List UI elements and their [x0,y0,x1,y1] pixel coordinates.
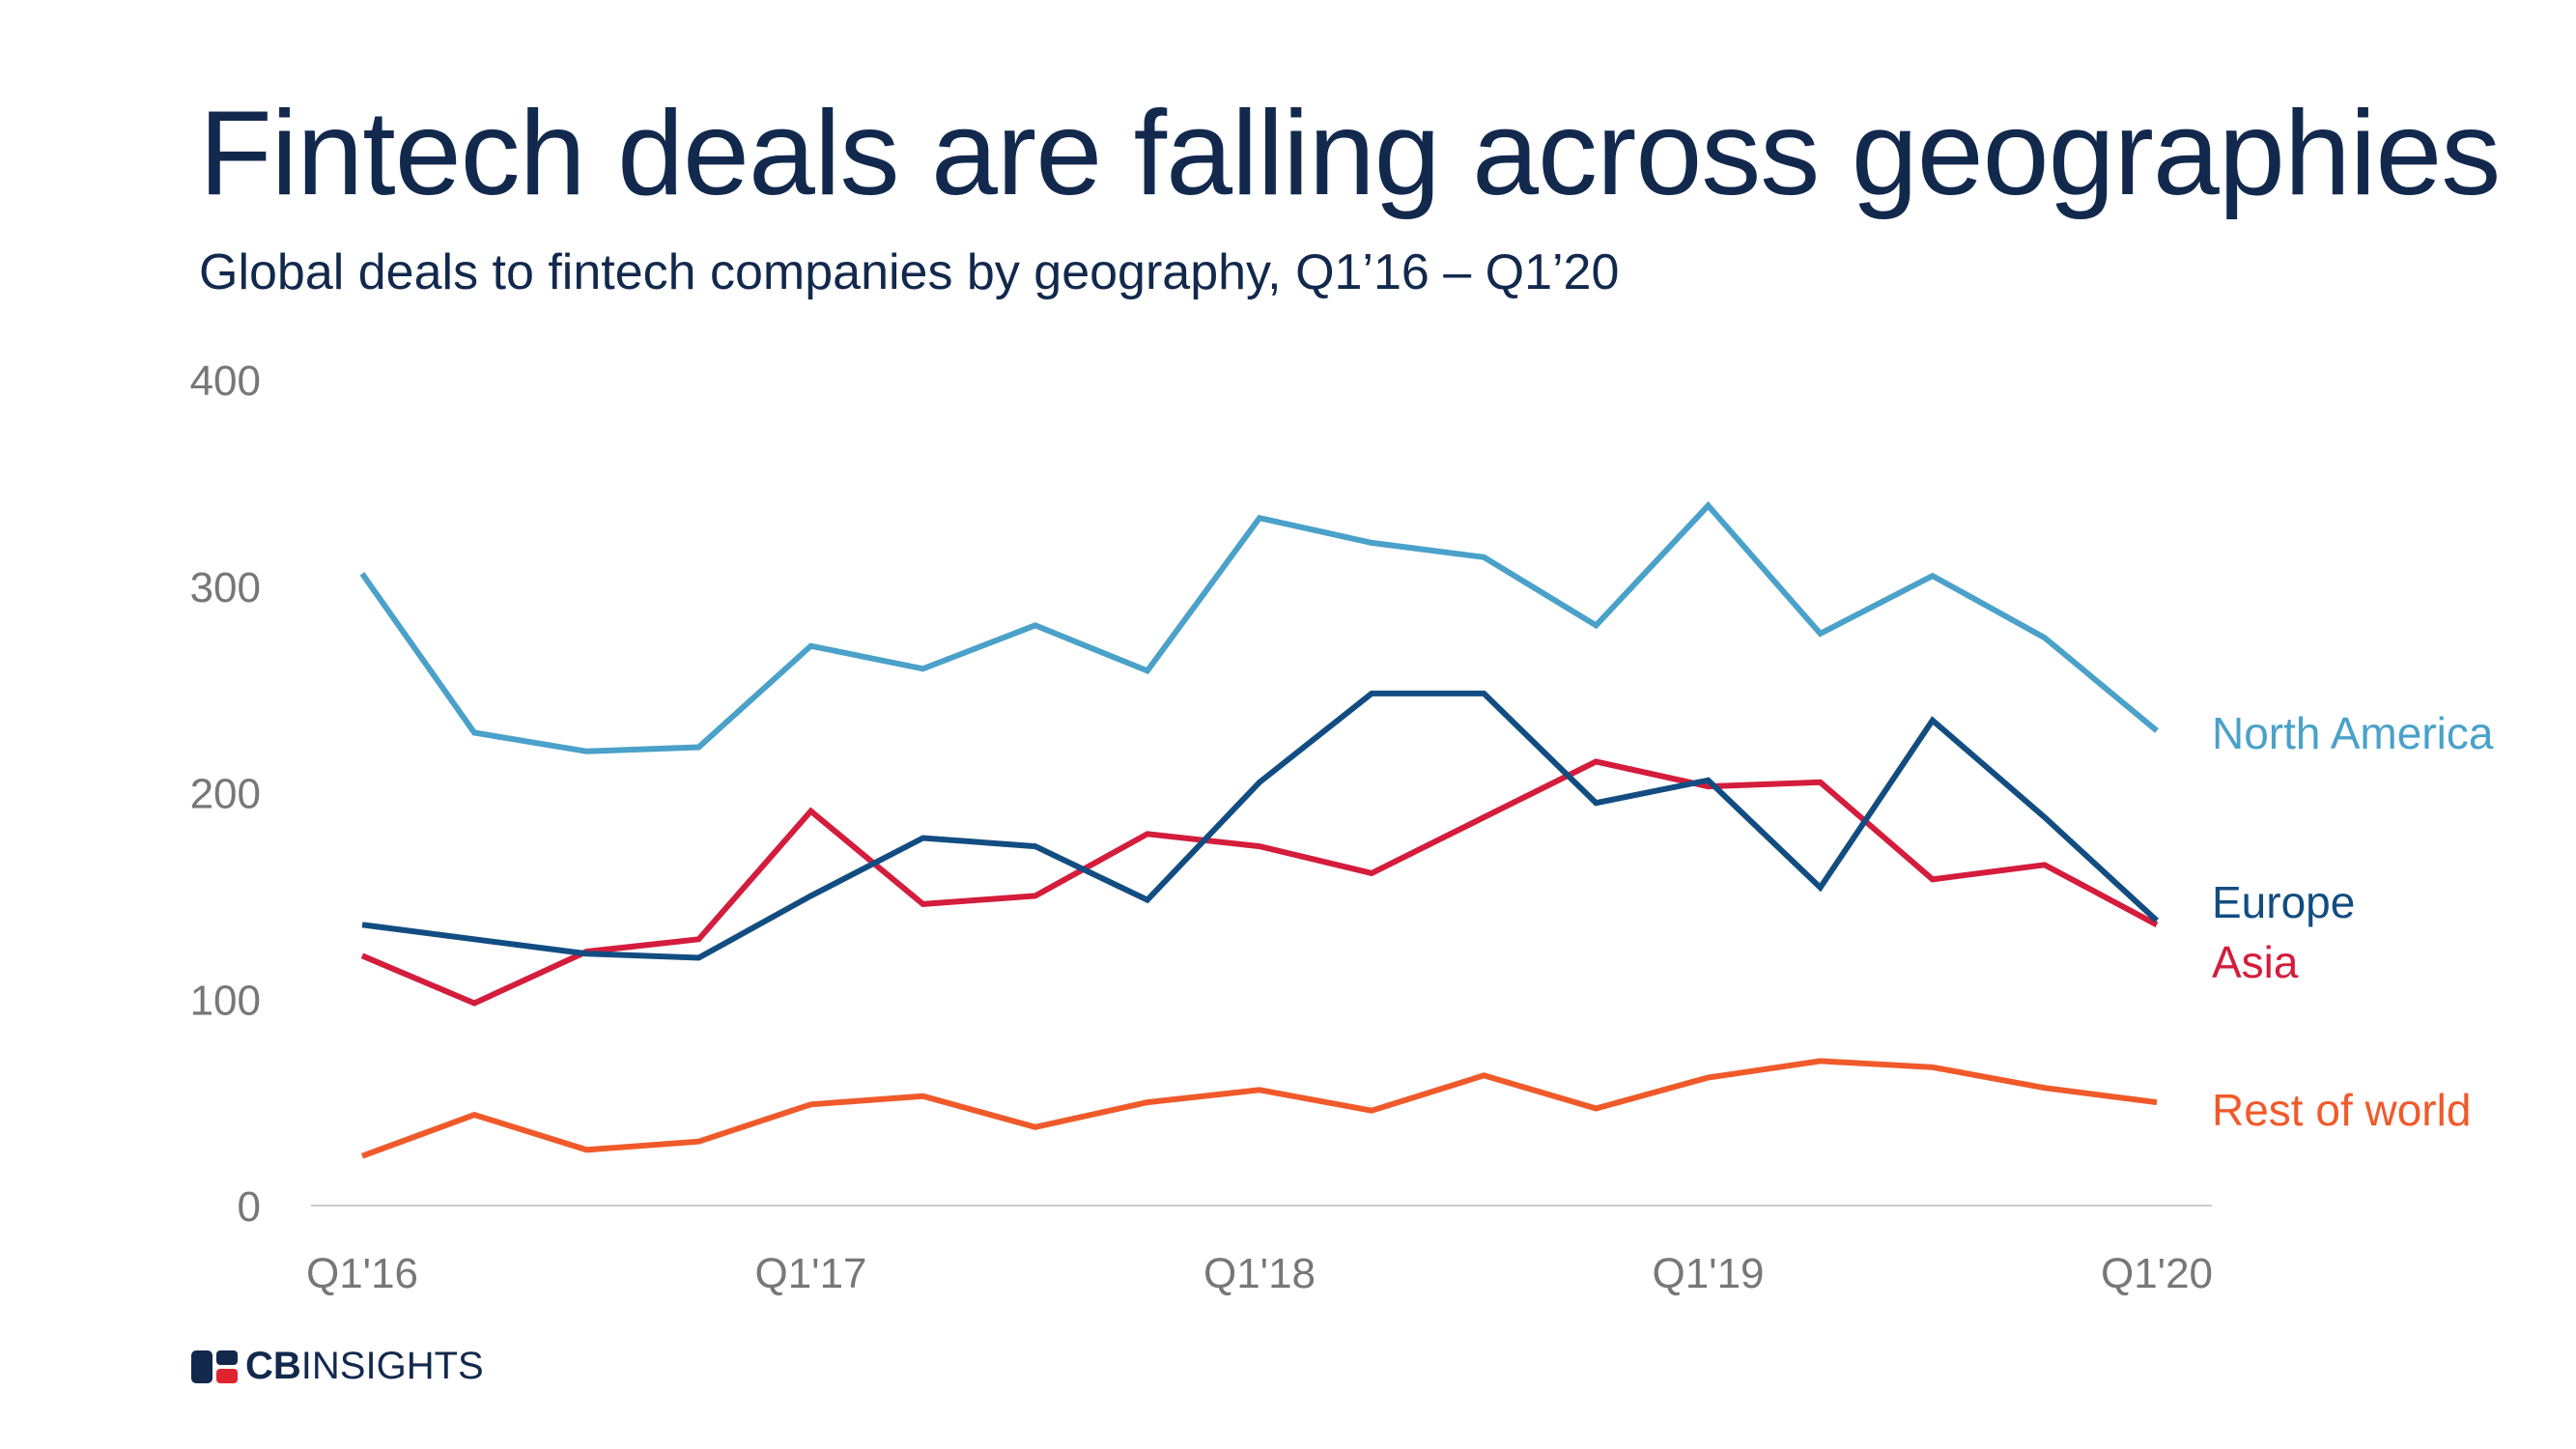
y-tick-label: 100 [190,977,261,1024]
series-label-rest-of-world: Rest of world [2212,1085,2471,1135]
cb-insights-logo: CBINSIGHTS [191,1345,484,1388]
cb-insights-logo-icon [191,1349,238,1385]
series-line-asia [360,758,2159,1007]
series-label-europe: Europe [2212,877,2355,927]
brand-name-bold: CB [245,1345,301,1387]
series-label-asia: Asia [2212,937,2299,987]
series-line-rest-of-world [360,1058,2158,1159]
x-tick-label: Q1'17 [754,1250,866,1297]
y-tick-label: 200 [190,771,261,818]
chart-subtitle: Global deals to fintech companies by geo… [199,244,1620,300]
x-tick-label: Q1'19 [1652,1250,1764,1297]
y-tick-label: 0 [238,1183,261,1231]
series-lines [359,500,2160,1159]
x-tick-label: Q1'20 [2101,1250,2213,1297]
brand-name-rest: INSIGHTS [300,1345,484,1387]
series-labels: North America Europe Asia Rest of world [2212,708,2494,1135]
chart-title: Fintech deals are falling across geograp… [199,87,2501,220]
series-label-north-america: North America [2212,708,2494,758]
x-tick-label: Q1'16 [306,1250,418,1297]
series-line-europe [361,690,2160,961]
x-tick-label: Q1'18 [1203,1250,1316,1297]
y-tick-label: 400 [190,357,261,405]
brand-name: CBINSIGHTS [245,1345,484,1388]
y-tick-label: 300 [190,564,261,611]
series-line-north-america [359,500,2159,754]
x-axis-ticks: Q1'16 Q1'17 Q1'18 Q1'19 Q1'20 [306,1250,2213,1297]
y-axis-ticks: 0 100 200 300 400 [190,357,261,1231]
